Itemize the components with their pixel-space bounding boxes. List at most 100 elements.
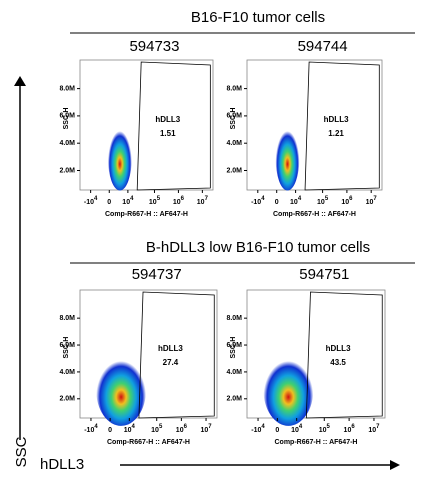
tick-base: 10 bbox=[319, 427, 327, 434]
y-tick-label: 6.0M bbox=[226, 342, 242, 349]
tick-exponent: 6 bbox=[351, 424, 355, 430]
y-axis-label: SSC-H bbox=[230, 108, 237, 130]
tick-exponent: 7 bbox=[376, 424, 380, 430]
tick-base: 0 bbox=[107, 199, 111, 206]
section-title: B16-F10 tumor cells bbox=[191, 9, 325, 26]
y-tick-label: 4.0M bbox=[59, 369, 75, 376]
tick-base: -10 bbox=[84, 427, 94, 434]
x-tick-label: 106 bbox=[344, 424, 356, 434]
tick-base: -10 bbox=[251, 427, 261, 434]
tick-base: 10 bbox=[197, 199, 205, 206]
tick-base: 10 bbox=[317, 199, 325, 206]
tick-base: 10 bbox=[344, 427, 352, 434]
tick-base: 10 bbox=[368, 427, 376, 434]
tick-base: -10 bbox=[84, 199, 94, 206]
x-tick-label: 107 bbox=[366, 196, 378, 206]
x-tick-label: 105 bbox=[151, 424, 163, 434]
y-tick-label: 4.0M bbox=[226, 369, 242, 376]
x-tick-label: 0 bbox=[107, 199, 111, 206]
y-tick-label: 6.0M bbox=[59, 342, 75, 349]
x-tick-label: 107 bbox=[368, 424, 380, 434]
x-tick-label: -104 bbox=[84, 196, 98, 206]
y-tick-label: 2.0M bbox=[226, 167, 242, 174]
tick-exponent: 7 bbox=[205, 196, 209, 202]
x-tick-label: 105 bbox=[149, 196, 161, 206]
y-axis-label: SSC-H bbox=[63, 337, 70, 359]
tick-base: 10 bbox=[200, 427, 208, 434]
gate bbox=[305, 291, 383, 419]
tick-exponent: 4 bbox=[261, 424, 265, 430]
x-axis-label: Comp-R667-H :: AF647-H bbox=[275, 439, 358, 446]
x-axis-label: Comp-R667-H :: AF647-H bbox=[107, 439, 190, 446]
x-tick-label: 104 bbox=[290, 196, 302, 206]
y-tick-label: 8.0M bbox=[59, 315, 75, 322]
tick-base: 10 bbox=[151, 427, 159, 434]
x-tick-label: 106 bbox=[173, 196, 185, 206]
tick-exponent: 4 bbox=[130, 196, 134, 202]
x-tick-label: -104 bbox=[251, 196, 265, 206]
tick-exponent: 4 bbox=[94, 196, 98, 202]
tick-exponent: 6 bbox=[184, 424, 188, 430]
x-tick-label: 104 bbox=[124, 424, 136, 434]
tick-base: -10 bbox=[251, 199, 261, 206]
tick-base: 0 bbox=[108, 427, 112, 434]
y-tick-label: 4.0M bbox=[59, 140, 75, 147]
tick-base: 10 bbox=[176, 427, 184, 434]
tick-base: 0 bbox=[275, 199, 279, 206]
density-cloud bbox=[263, 353, 314, 426]
tick-exponent: 4 bbox=[94, 424, 98, 430]
x-tick-label: 104 bbox=[291, 424, 303, 434]
tick-exponent: 5 bbox=[159, 424, 163, 430]
y-tick-label: 8.0M bbox=[226, 85, 242, 92]
outer-y-label: SSC bbox=[13, 436, 30, 467]
gate-value: 27.4 bbox=[163, 358, 179, 367]
tick-base: 10 bbox=[291, 427, 299, 434]
x-tick-label: 104 bbox=[122, 196, 134, 206]
y-axis-label: SSC-H bbox=[63, 108, 70, 130]
x-tick-label: 0 bbox=[108, 427, 112, 434]
gate-value: 43.5 bbox=[330, 358, 346, 367]
x-tick-label: 0 bbox=[275, 427, 279, 434]
gate-value: 1.21 bbox=[328, 129, 344, 138]
tick-exponent: 4 bbox=[299, 424, 303, 430]
x-axis-label: Comp-R667-H :: AF647-H bbox=[273, 211, 356, 218]
x-tick-label: 105 bbox=[319, 424, 331, 434]
y-arrowhead bbox=[14, 76, 26, 86]
gate-label: hDLL3 bbox=[158, 344, 183, 353]
tick-exponent: 4 bbox=[298, 196, 302, 202]
gate-value: 1.51 bbox=[160, 129, 176, 138]
gate-label: hDLL3 bbox=[155, 115, 180, 124]
x-tick-label: 105 bbox=[317, 196, 329, 206]
sample-id: 594751 bbox=[299, 266, 349, 283]
x-tick-label: 106 bbox=[341, 196, 353, 206]
tick-exponent: 7 bbox=[373, 196, 377, 202]
tick-base: 10 bbox=[124, 427, 132, 434]
x-tick-label: 0 bbox=[275, 199, 279, 206]
y-tick-label: 6.0M bbox=[59, 113, 75, 120]
gate bbox=[136, 61, 211, 191]
x-tick-label: 107 bbox=[200, 424, 212, 434]
plot-frame bbox=[79, 59, 214, 191]
y-tick-label: 2.0M bbox=[226, 396, 242, 403]
tick-exponent: 5 bbox=[325, 196, 329, 202]
section-title: B-hDLL3 low B16-F10 tumor cells bbox=[146, 239, 370, 256]
tick-base: 10 bbox=[173, 199, 181, 206]
tick-base: 0 bbox=[275, 427, 279, 434]
tick-base: 10 bbox=[366, 199, 374, 206]
y-tick-label: 2.0M bbox=[59, 167, 75, 174]
gate bbox=[304, 61, 380, 191]
x-tick-label: 106 bbox=[176, 424, 188, 434]
y-tick-label: 8.0M bbox=[59, 85, 75, 92]
density-cloud bbox=[275, 124, 300, 191]
sample-id: 594733 bbox=[129, 38, 179, 55]
x-axis-label: Comp-R667-H :: AF647-H bbox=[105, 211, 188, 218]
y-tick-label: 6.0M bbox=[226, 113, 242, 120]
tick-exponent: 6 bbox=[181, 196, 185, 202]
gate-label: hDLL3 bbox=[324, 115, 349, 124]
tick-exponent: 6 bbox=[349, 196, 353, 202]
y-tick-label: 2.0M bbox=[59, 396, 75, 403]
tick-exponent: 5 bbox=[157, 196, 161, 202]
x-arrowhead bbox=[390, 460, 400, 470]
plot-frame bbox=[246, 59, 383, 191]
